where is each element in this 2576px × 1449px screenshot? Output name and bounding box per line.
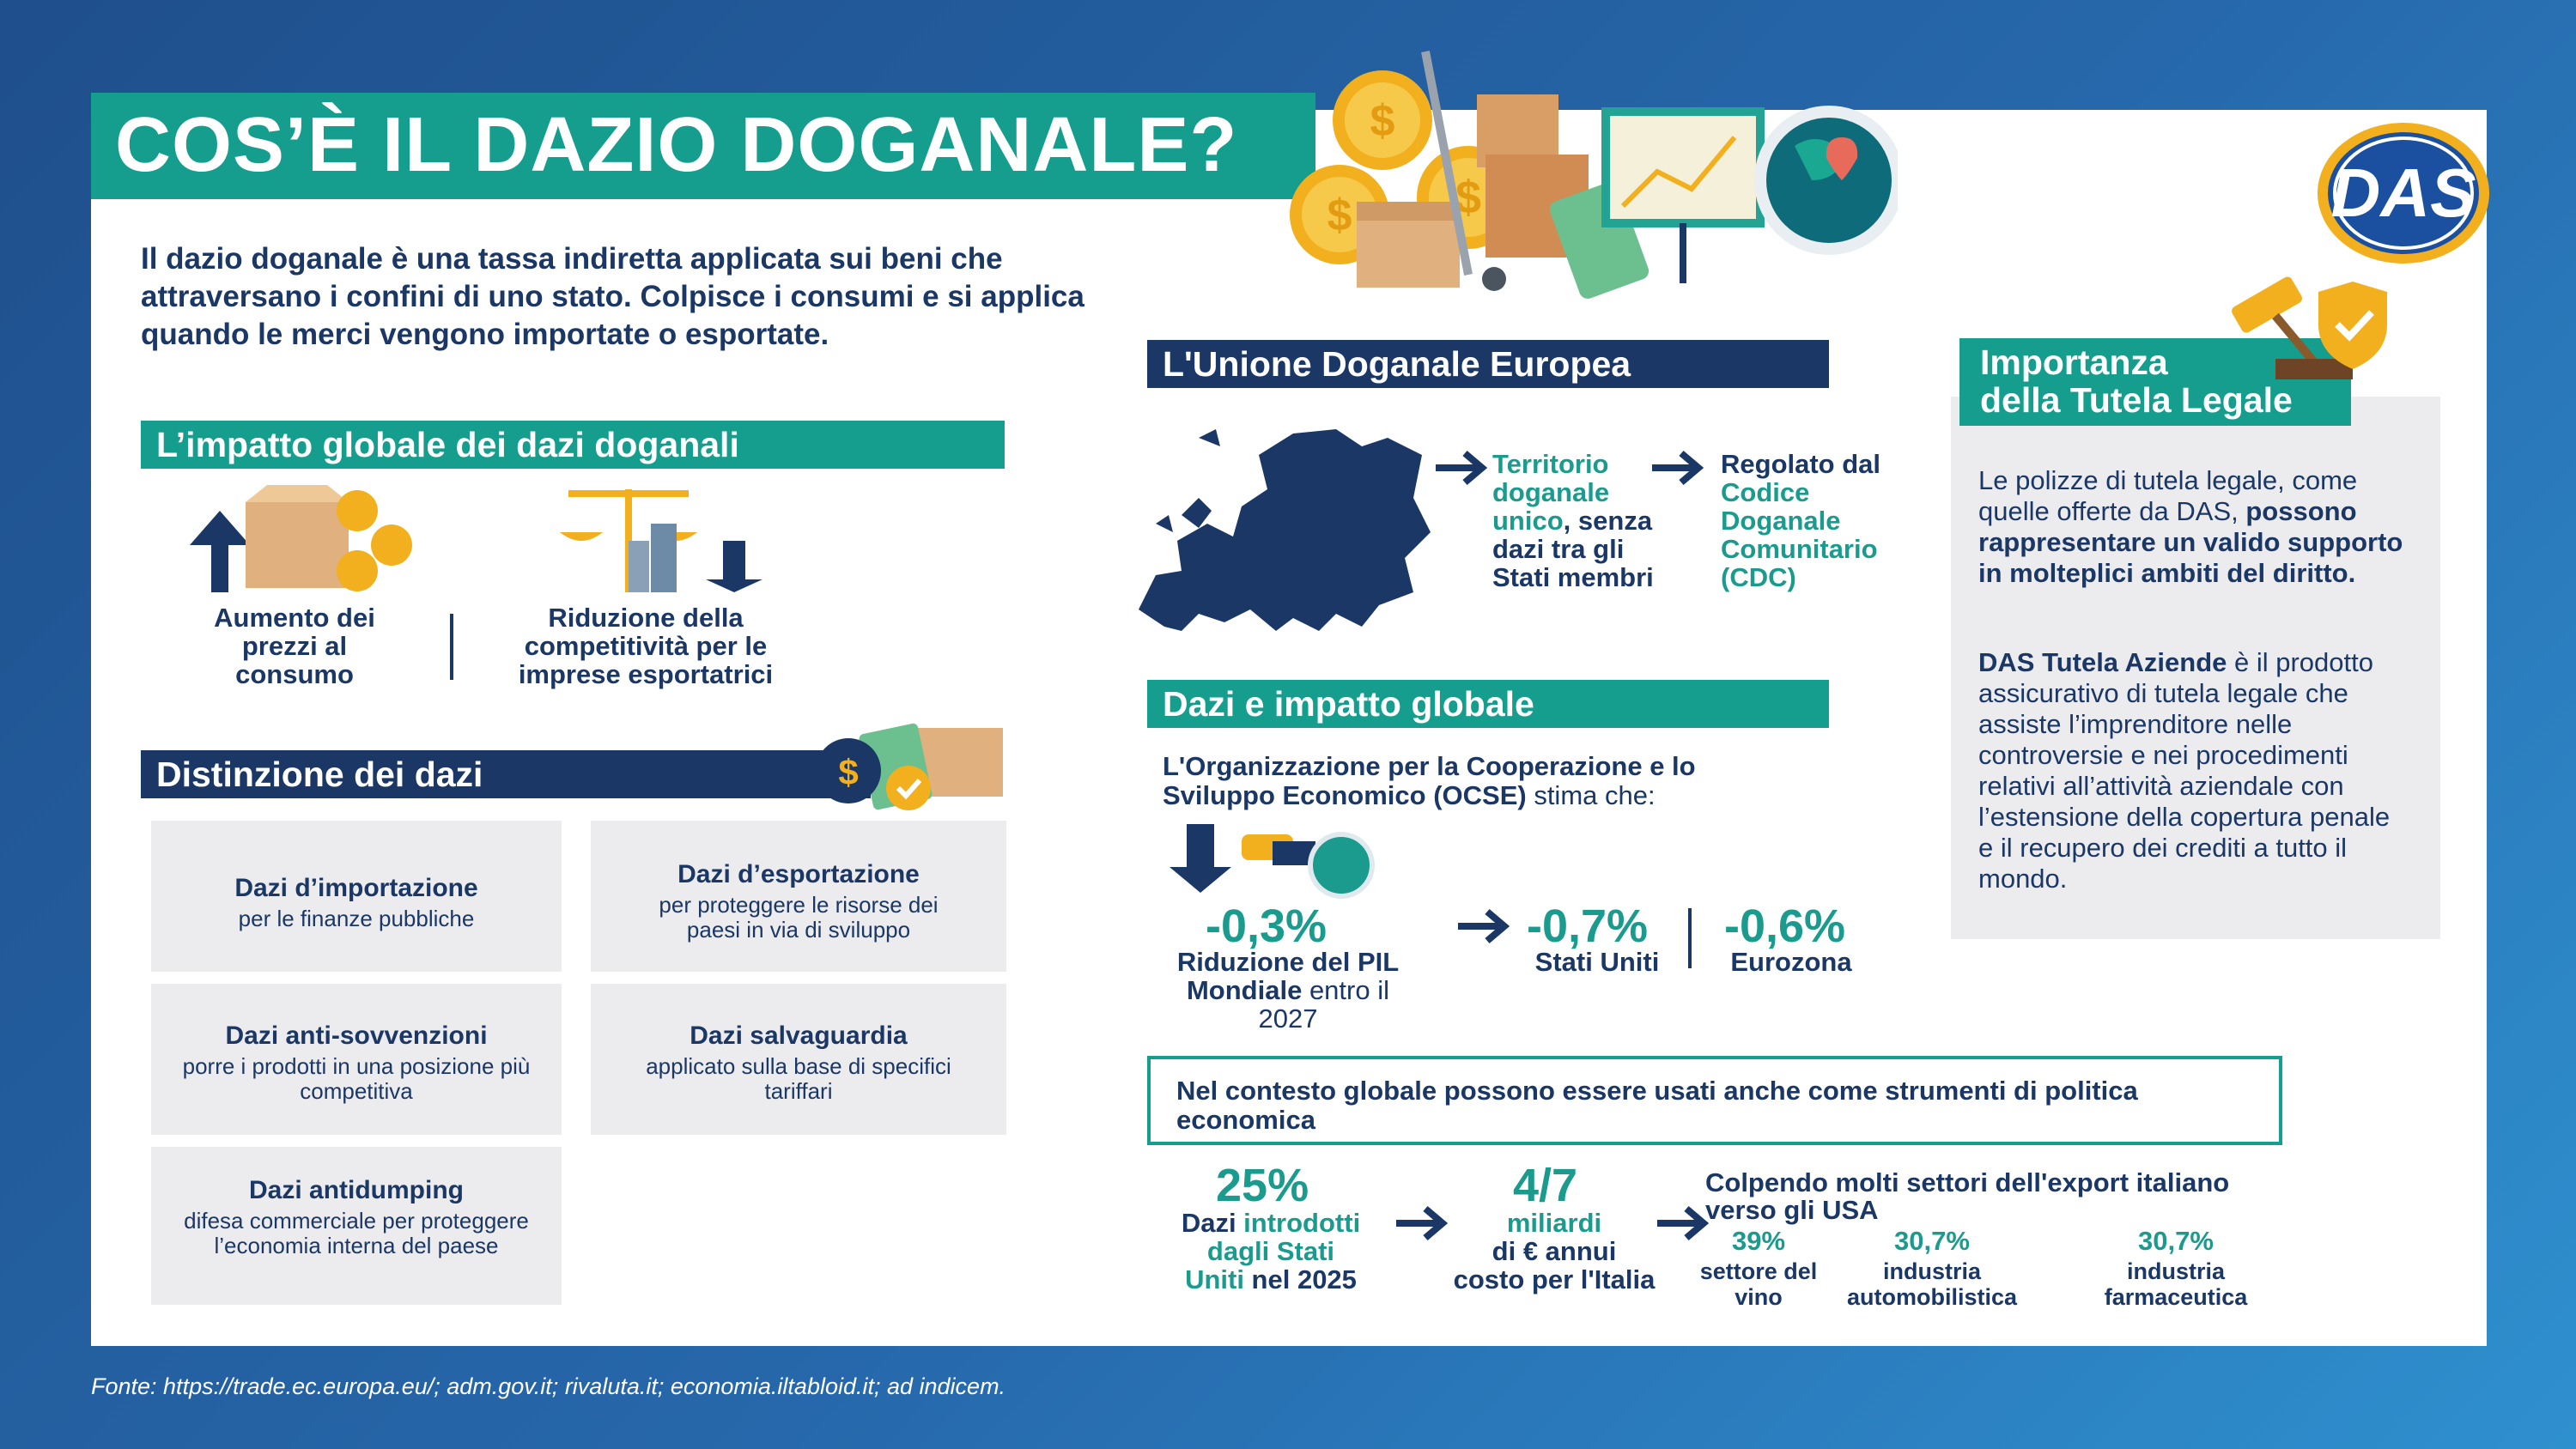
- building-icon: [629, 541, 649, 592]
- settore-value: 30,7%: [1894, 1226, 1970, 1256]
- ocse-text: L'Organizzazione per la Cooperazione e l…: [1163, 751, 1696, 810]
- divider: [450, 614, 453, 680]
- politica-box: Nel contesto globale possono essere usat…: [1147, 1056, 2282, 1145]
- svg-text:$: $: [1327, 191, 1352, 240]
- check-shield-icon: [886, 766, 931, 810]
- box-icon: [246, 502, 349, 588]
- costo-value: 4/7: [1513, 1160, 1578, 1211]
- svg-text:$: $: [1370, 96, 1395, 146]
- tutela-box: [1951, 397, 2440, 939]
- divider: [1688, 908, 1692, 968]
- duty-card: Dazi anti-sovvenzioni porre i prodotti i…: [151, 984, 562, 1135]
- arrow-down-icon: [706, 541, 762, 592]
- settore-value: 39%: [1731, 1226, 1786, 1256]
- money-bag-icon: [816, 738, 881, 803]
- arrow-right-icon: [1657, 1205, 1710, 1241]
- politica-text: Nel contesto globale possono essere usat…: [1176, 1076, 2138, 1135]
- source-note: Fonte: https://trade.ec.europa.eu/; adm.…: [91, 1373, 1006, 1399]
- competitiveness-illustration: [560, 489, 762, 592]
- dazi-label: Dazi introdotti dagli Stati Uniti nel 20…: [1181, 1208, 1361, 1294]
- duty-card: Dazi salvaguardia applicato sulla base d…: [591, 984, 1006, 1135]
- tutela-heading-l2: della Tutela Legale: [1980, 380, 2293, 420]
- pil-value: -0,3%: [1206, 900, 1327, 952]
- settore-label: industria farmaceutica: [2104, 1258, 2248, 1310]
- settore-value: 30,7%: [2138, 1226, 2214, 1256]
- impatto-label-competitivita: Riduzione della competitività per le imp…: [518, 603, 774, 689]
- shield-icon: [2318, 282, 2387, 369]
- hand-truck-icon: [1421, 51, 1473, 276]
- usa-label: Stati Uniti: [1534, 947, 1660, 977]
- costo-label: miliardi di € annui costo per l'Italia: [1453, 1208, 1656, 1294]
- title-band: COS’È IL DAZIO DOGANALE?: [91, 93, 1315, 199]
- tutela-heading-band: Importanza della Tutela Legale: [1959, 338, 2351, 426]
- dazi-value: 25%: [1216, 1160, 1309, 1211]
- trade-illustration: $ $ $: [1290, 51, 1898, 299]
- duties-illustration: $: [816, 723, 1003, 810]
- europe-map-icon: [1139, 429, 1431, 631]
- intro-text: Il dazio doganale è una tassa indiretta …: [141, 242, 1084, 351]
- arrow-right-icon: [1652, 450, 1704, 486]
- arrow-right-icon: [1436, 450, 1488, 486]
- page-title: COS’È IL DAZIO DOGANALE?: [115, 102, 1238, 188]
- price-increase-illustration: [190, 485, 412, 592]
- duty-card: Dazi antidumping difesa commerciale per …: [151, 1147, 562, 1305]
- svg-text:DAS: DAS: [2331, 155, 2476, 231]
- duty-card: Dazi d’importazione per le finanze pubbl…: [151, 821, 562, 972]
- duty-card: Dazi d’esportazione per proteggere le ri…: [591, 821, 1006, 972]
- svg-text:$: $: [838, 752, 858, 792]
- coin-icon: [337, 490, 378, 531]
- settore-label: industria automobilistica: [1846, 1258, 2018, 1310]
- legal-illustration: [2232, 276, 2387, 379]
- usa-value: -0,7%: [1527, 900, 1649, 952]
- section-heading-distinzione: Distinzione dei dazi: [141, 750, 871, 798]
- unione-regolato: Regolato dal Codice Doganale Comunitario…: [1721, 449, 1881, 592]
- pil-label: Riduzione del PIL Mondiale entro il 2027: [1176, 947, 1400, 1034]
- tutela-paragraph-2: DAS Tutela Aziende è il prodotto assicur…: [1978, 647, 2391, 894]
- tutela-paragraph-1: Le polizze di tutela legale, come quelle…: [1978, 465, 2403, 588]
- settore-label: settore del vino: [1699, 1258, 1818, 1310]
- globe-icon: [1310, 834, 1372, 896]
- chart-board-icon: [1601, 107, 1765, 227]
- arrow-down-icon: [1170, 824, 1231, 893]
- euro-label: Eurozona: [1730, 947, 1852, 977]
- das-logo: DAS: [2318, 123, 2489, 264]
- unione-territorio: Territorio doganale unico, senza dazi tr…: [1492, 449, 1654, 592]
- euro-value: -0,6%: [1724, 900, 1846, 952]
- gdp-decline-illustration: [1170, 824, 1375, 899]
- section-heading-impatto: L’impatto globale dei dazi doganali: [141, 421, 1005, 469]
- arrow-up-icon: [190, 511, 250, 592]
- section-heading-unione: L'Unione Doganale Europea: [1147, 340, 1829, 388]
- section-heading-impatto-globale: Dazi e impatto globale: [1147, 680, 1829, 728]
- arrow-right-icon: [1396, 1205, 1449, 1241]
- arrow-right-icon: [1458, 908, 1510, 944]
- gavel-icon: [2232, 276, 2302, 333]
- tutela-heading-l1: Importanza: [1980, 343, 2168, 382]
- impatto-label-prezzi: Aumento dei prezzi al consumo: [214, 603, 375, 689]
- export-title: Colpendo molti settori dell'export itali…: [1705, 1167, 2230, 1225]
